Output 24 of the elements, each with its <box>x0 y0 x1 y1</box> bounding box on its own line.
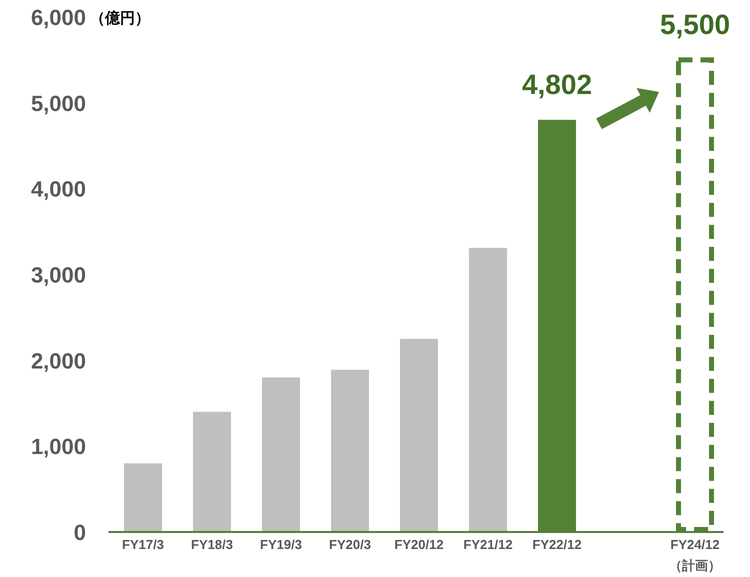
y-tick-label: 2,000 <box>30 348 86 374</box>
y-tick-label: 3,000 <box>30 262 86 288</box>
bar <box>262 378 300 532</box>
x-tick-label: FY19/3 <box>260 537 302 552</box>
y-tick-label: 4,000 <box>30 176 86 202</box>
data-label: 5,500 <box>660 8 730 40</box>
y-tick-label: 1,000 <box>30 434 86 460</box>
bar <box>400 338 438 532</box>
bar <box>331 370 369 532</box>
x-tick-label: FY22/12 <box>532 537 582 552</box>
x-tick-label: FY20/12 <box>394 537 444 552</box>
x-tick-label: FY24/12 （計画） <box>669 537 721 573</box>
bar <box>469 248 507 532</box>
x-tick-label: FY17/3 <box>122 537 164 552</box>
data-label: 4,802 <box>522 68 592 100</box>
x-tick-label: FY20/3 <box>329 537 371 552</box>
x-tick-label: FY21/12 <box>463 537 513 552</box>
bar <box>193 412 231 532</box>
y-tick-label: 6,000 <box>30 5 86 30</box>
y-axis-title: （億円） <box>90 10 150 27</box>
bar <box>124 463 162 532</box>
y-tick-label: 5,000 <box>30 90 86 116</box>
x-tick-label: FY18/3 <box>191 537 233 552</box>
y-tick-label: 0 <box>74 520 86 545</box>
